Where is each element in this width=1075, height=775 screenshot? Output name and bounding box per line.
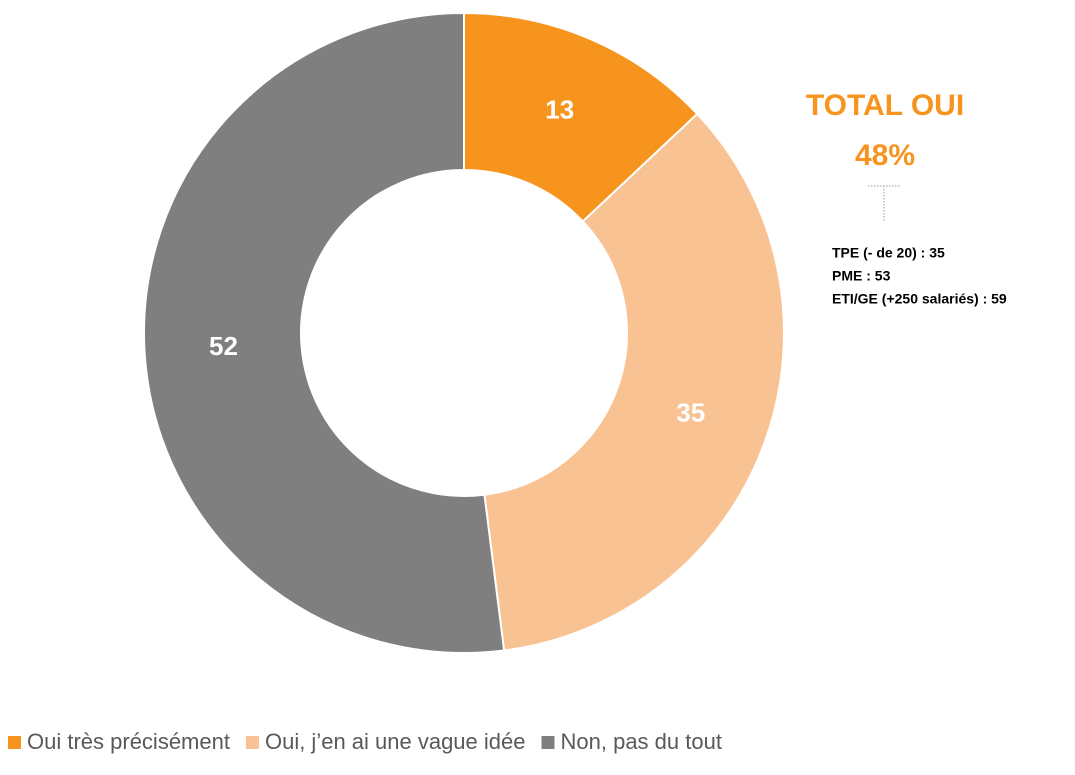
- donut-slice: [463, 11, 699, 223]
- legend-swatch: [541, 736, 555, 749]
- annotation-note: TPE (- de 20) : 35: [832, 245, 945, 261]
- annotation-note: ETI/GE (+250 salariés) : 59: [832, 291, 1007, 307]
- legend-label: Oui, j’en ai une vague idée: [265, 729, 526, 754]
- annotation-connector: [868, 185, 900, 222]
- donut-slice: [143, 11, 506, 654]
- legend-label: Oui très précisément: [27, 729, 230, 754]
- data-label: 35: [676, 398, 705, 428]
- legend-swatch: [245, 736, 259, 749]
- annotation-total: 48%: [855, 139, 915, 172]
- donut-slice: [483, 112, 785, 652]
- data-label: 52: [209, 331, 238, 361]
- legend-label: Non, pas du tout: [561, 729, 722, 754]
- annotation-note: PME : 53: [832, 268, 891, 284]
- annotation-title: TOTAL OUI: [806, 89, 964, 122]
- legend-swatch: [8, 736, 21, 749]
- data-label: 13: [545, 95, 574, 125]
